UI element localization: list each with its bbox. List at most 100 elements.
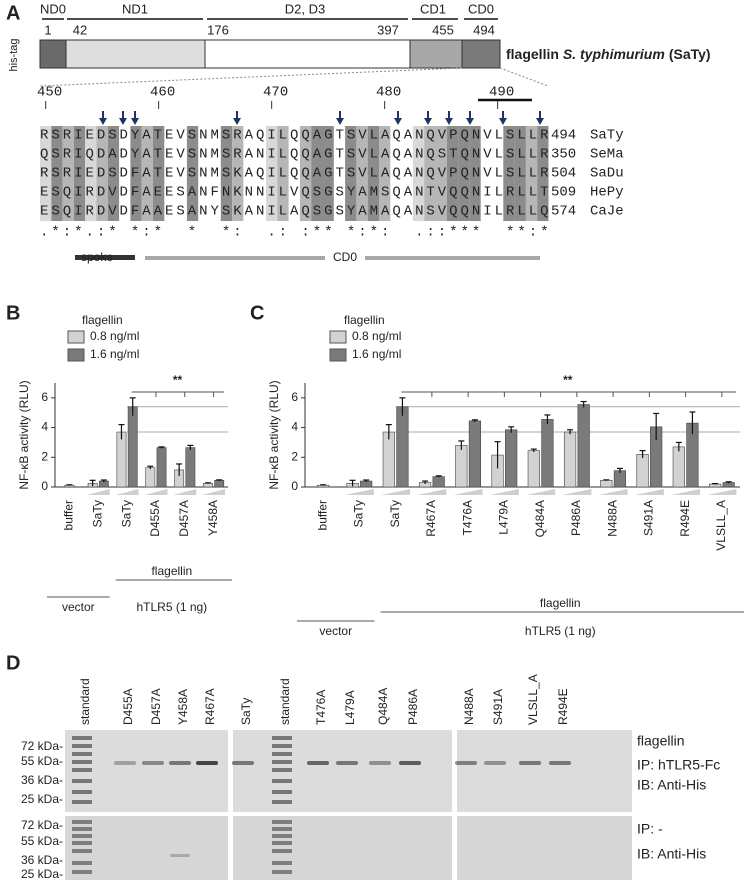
y-tick-label: 2: [291, 449, 298, 463]
lane-label: S491A: [491, 689, 505, 725]
ladder-band: [272, 820, 292, 824]
domain: [461, 39, 501, 69]
column-shade: [62, 126, 74, 221]
bar: [156, 447, 167, 488]
ladder-band: [272, 849, 292, 853]
concentration-wedge: [381, 489, 411, 495]
legend-title: flagellin: [82, 313, 123, 327]
ruler-label: 470: [263, 85, 288, 101]
ladder-band: [72, 790, 92, 794]
concentration-wedge: [202, 489, 226, 495]
bar: [613, 470, 627, 488]
ladder-band: [272, 790, 292, 794]
concentration-wedge: [489, 489, 519, 495]
sequence: RSRIEDSDFATEVSNMSKAQILQQAGTSVLAQANQVPQNV…: [40, 166, 549, 182]
lane-label: P486A: [406, 689, 420, 725]
x-tick-label: SaTy: [352, 500, 366, 527]
lane-label: standard: [78, 678, 92, 725]
protein-band: [455, 761, 477, 765]
concentration-wedge: [417, 489, 447, 495]
side-label: IB: Anti-His: [637, 777, 706, 793]
column-shade: [40, 126, 52, 221]
y-tick-label: 2: [41, 449, 48, 463]
x-tick-label: R467A: [424, 500, 438, 537]
group-label: vector: [319, 624, 352, 638]
arrow-head: [119, 118, 127, 125]
region-label: CD0: [333, 250, 357, 264]
sequence-name: SaDu: [590, 166, 624, 182]
bar: [455, 445, 468, 488]
ladder-band: [272, 779, 292, 783]
lane-label: SaTy: [239, 698, 253, 725]
legend-title: flagellin: [344, 313, 385, 327]
marker-label: 72 kDa-: [21, 739, 63, 753]
construct-part: (SaTy): [669, 46, 711, 62]
group-label: flagellin: [151, 564, 192, 578]
domain-label: ND1: [122, 1, 148, 16]
bar: [432, 476, 445, 488]
region-label: spoke: [81, 250, 113, 264]
ladder-band: [72, 820, 92, 824]
protein-band: [399, 761, 421, 765]
ladder-band: [72, 861, 92, 865]
sequence-name: CaJe: [590, 204, 624, 220]
ladder-band: [272, 768, 292, 772]
blot-upper: [65, 730, 228, 812]
group-label: hTLR5 (1 ng): [136, 600, 207, 614]
bar: [203, 482, 213, 488]
zoom-line: [39, 67, 463, 87]
sequence-name: SeMa: [590, 147, 624, 163]
blot-lower: [457, 816, 632, 880]
column-shade: [96, 126, 108, 221]
column-shade: [525, 126, 538, 221]
arrow-head: [336, 118, 344, 125]
sequence: ESQIRDVDFAEESANFNKNNILVQSGSYAMSQANTVQQNI…: [40, 185, 549, 201]
group-label: vector: [62, 600, 95, 614]
arrow-head: [99, 118, 107, 125]
x-tick-label: P486A: [569, 500, 583, 536]
marker-label: 72 kDa-: [21, 818, 63, 832]
arrow-head: [424, 118, 432, 125]
lane-label: R494E: [556, 688, 570, 725]
y-axis-label: NF-κB activity (RLU): [267, 380, 281, 489]
column-shade: [107, 126, 120, 221]
position-label: 42: [73, 22, 87, 37]
ladder-band: [272, 760, 292, 764]
bar: [577, 404, 590, 488]
y-tick-label: 0: [291, 479, 298, 493]
lane-label: D455A: [121, 688, 135, 725]
bar: [116, 431, 127, 488]
column-shade: [299, 126, 312, 221]
column-shade: [220, 126, 233, 221]
ladder-band: [72, 779, 92, 783]
x-tick-label: buffer: [315, 500, 329, 530]
arrow-head: [466, 118, 474, 125]
ruler-label: 490: [489, 85, 514, 101]
protein-band: [307, 761, 329, 765]
column-shade: [73, 126, 86, 221]
alignment-shading: [40, 126, 549, 221]
position-label: 397: [377, 22, 399, 37]
sequence-end: 574: [551, 204, 576, 220]
side-label: IB: Anti-His: [637, 846, 706, 862]
column-shade: [458, 126, 470, 221]
blot-lower: [65, 816, 228, 880]
ladder-band: [72, 744, 92, 748]
sequence-end: 494: [551, 128, 576, 144]
concentration-wedge: [344, 489, 374, 495]
ladder-band: [272, 870, 292, 874]
ladder-band: [272, 827, 292, 831]
y-tick-label: 4: [291, 420, 298, 434]
x-tick-label: N488A: [605, 500, 619, 537]
bar: [541, 419, 554, 488]
position-label: 494: [473, 22, 495, 37]
column-shade: [311, 126, 323, 221]
position-label: 1: [44, 22, 51, 37]
legend-label: 1.6 ng/ml: [352, 347, 401, 361]
bar: [600, 480, 613, 488]
zoom-line: [499, 67, 549, 87]
protein-band: [549, 761, 571, 765]
concentration-wedge: [707, 489, 737, 495]
zoom-lines: [39, 67, 549, 87]
